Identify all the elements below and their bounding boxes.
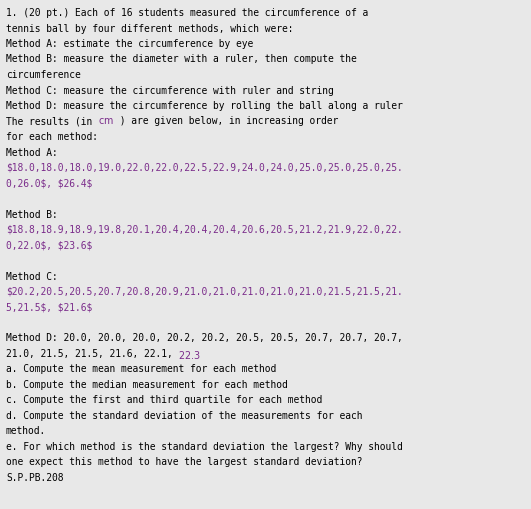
Text: $\mathrm{cm}$: $\mathrm{cm}$ [98,116,114,126]
Text: circumference: circumference [6,70,81,80]
Text: e. For which method is the standard deviation the largest? Why should: e. For which method is the standard devi… [6,441,402,451]
Text: method.: method. [6,426,46,436]
Text: Method D: measure the circumference by rolling the ball along a ruler: Method D: measure the circumference by r… [6,101,402,111]
Text: for each method:: for each method: [6,132,98,142]
Text: $18.8,18.9,18.9,19.8,20.1,20.4,20.4,20.4,20.6,20.5,21.2,21.9,22.0,22.: $18.8,18.9,18.9,19.8,20.1,20.4,20.4,20.4… [6,224,402,235]
Text: c. Compute the first and third quartile for each method: c. Compute the first and third quartile … [6,394,322,405]
Text: $22.3$: $22.3$ [178,348,201,360]
Text: Method B:: Method B: [6,209,58,219]
Text: 5,21.5$, $21.6$: 5,21.5$, $21.6$ [6,302,92,312]
Text: d. Compute the standard deviation of the measurements for each: d. Compute the standard deviation of the… [6,410,363,420]
Text: Method A: estimate the circumference by eye: Method A: estimate the circumference by … [6,39,253,49]
Text: 0,26.0$, $26.4$: 0,26.0$, $26.4$ [6,178,92,188]
Text: 1. (20 pt.) Each of 16 students measured the circumference of a: 1. (20 pt.) Each of 16 students measured… [6,8,369,18]
Text: Method D: 20.0, 20.0, 20.0, 20.2, 20.2, 20.5, 20.5, 20.7, 20.7, 20.7,: Method D: 20.0, 20.0, 20.0, 20.2, 20.2, … [6,333,402,343]
Text: Method C: measure the circumference with ruler and string: Method C: measure the circumference with… [6,86,334,95]
Text: 21.0, 21.5, 21.5, 21.6, 22.1,: 21.0, 21.5, 21.5, 21.6, 22.1, [6,348,178,358]
Text: a. Compute the mean measurement for each method: a. Compute the mean measurement for each… [6,364,276,374]
Text: tennis ball by four different methods, which were:: tennis ball by four different methods, w… [6,23,294,34]
Text: The results (in: The results (in [6,116,98,126]
Text: ) are given below, in increasing order: ) are given below, in increasing order [114,116,338,126]
Text: Method C:: Method C: [6,271,58,281]
Text: Method B: measure the diameter with a ruler, then compute the: Method B: measure the diameter with a ru… [6,54,357,64]
Text: Method A:: Method A: [6,147,58,157]
Text: 0,22.0$, $23.6$: 0,22.0$, $23.6$ [6,240,92,250]
Text: $18.0,18.0,18.0,19.0,22.0,22.0,22.5,22.9,24.0,24.0,25.0,25.0,25.0,25.: $18.0,18.0,18.0,19.0,22.0,22.0,22.5,22.9… [6,163,402,173]
Text: b. Compute the median measurement for each method: b. Compute the median measurement for ea… [6,379,288,389]
Text: S.P.PB.208: S.P.PB.208 [6,472,64,482]
Text: one expect this method to have the largest standard deviation?: one expect this method to have the large… [6,457,363,467]
Text: $20.2,20.5,20.5,20.7,20.8,20.9,21.0,21.0,21.0,21.0,21.0,21.5,21.5,21.: $20.2,20.5,20.5,20.7,20.8,20.9,21.0,21.0… [6,287,402,296]
